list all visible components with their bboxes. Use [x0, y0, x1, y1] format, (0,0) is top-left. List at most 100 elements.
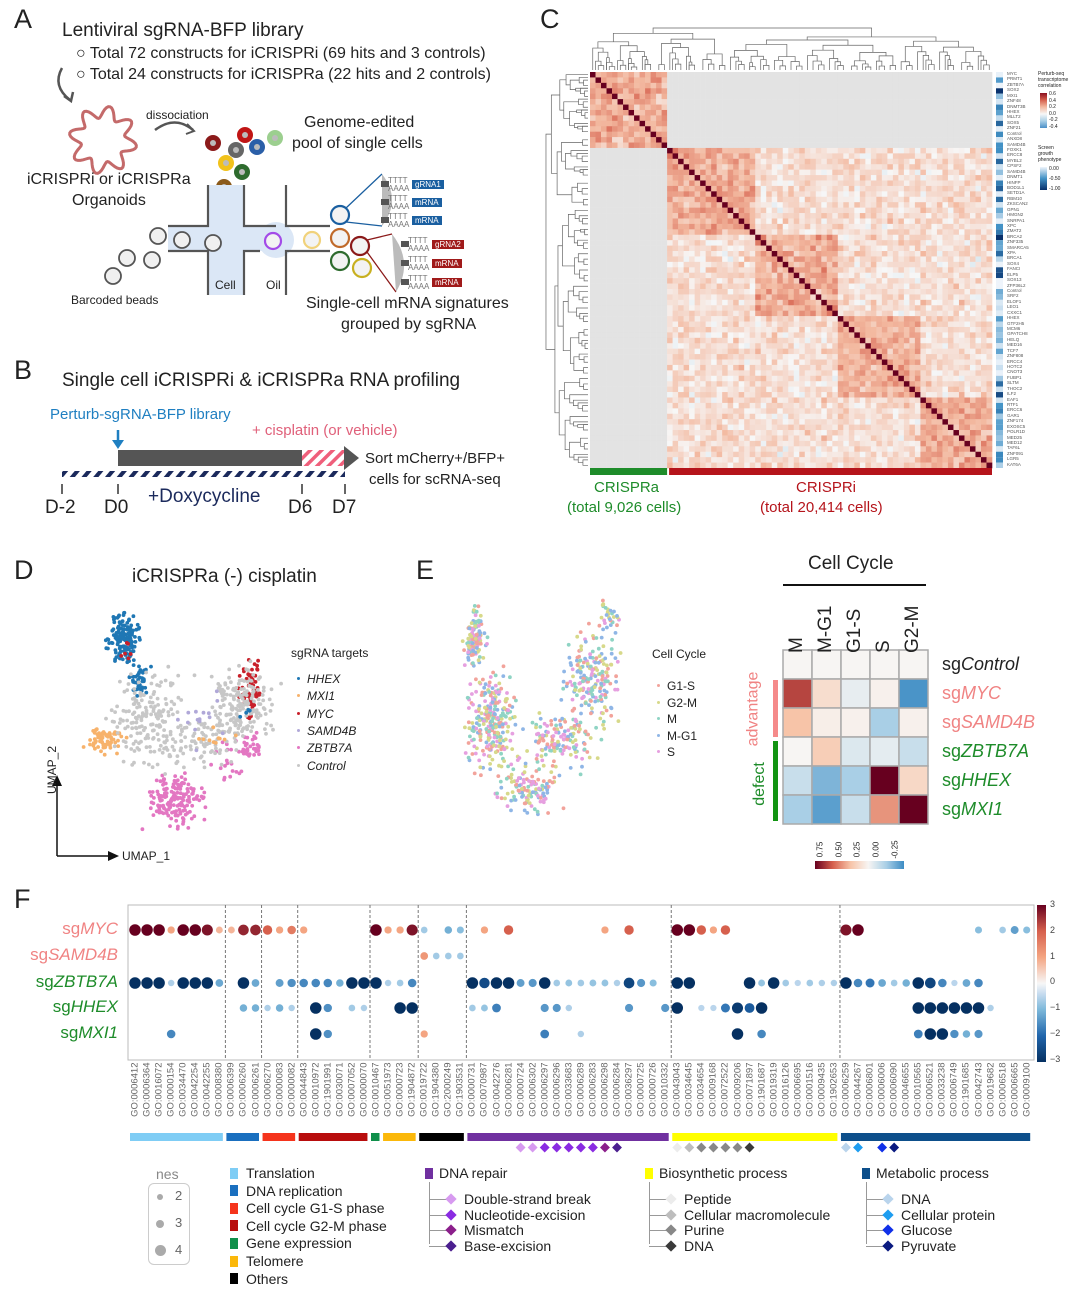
heatmap-cell: [876, 419, 883, 425]
heatmap-cell: [837, 126, 844, 132]
heatmap-cell: [980, 240, 987, 246]
heatmap-cell: [612, 147, 618, 154]
heatmap-cell: [969, 386, 976, 393]
heatmap-cell: [711, 359, 717, 366]
heatmap-cell: [975, 153, 982, 160]
heatmap-cell: [975, 343, 982, 349]
heatmap-cell: [727, 142, 734, 149]
heatmap-cell: [744, 288, 750, 295]
heatmap-cell: [694, 261, 701, 268]
heatmap-cell: [617, 109, 624, 116]
heatmap-cell: [810, 229, 817, 236]
heatmap-cell: [799, 321, 806, 328]
heatmap-cell: [601, 229, 607, 236]
heatmap-cell: [694, 99, 701, 105]
heatmap-cell: [947, 299, 954, 306]
heatmap-cell: [859, 381, 866, 387]
heatmap-cell: [700, 218, 706, 225]
heatmap-cell: [595, 408, 602, 415]
heatmap-cell: [722, 348, 728, 355]
heatmap-cell: [711, 294, 717, 301]
heatmap-cell: [590, 278, 596, 284]
heatmap-cell: [634, 305, 640, 311]
heatmap-cell: [843, 316, 850, 322]
heatmap-cell: [854, 408, 861, 415]
heatmap-cell: [623, 278, 629, 284]
heatmap-cell: [898, 386, 905, 393]
heatmap-cell: [656, 77, 662, 84]
heatmap-cell: [788, 310, 795, 317]
heatmap-cell: [716, 88, 723, 94]
heatmap-cell: [876, 332, 883, 339]
heatmap-cell: [705, 99, 712, 105]
heatmap-cell: [749, 278, 756, 284]
heatmap-cell: [909, 169, 916, 176]
heatmap-cell: [755, 234, 762, 241]
heatmap-cell: [656, 180, 662, 187]
heatmap-cell: [931, 164, 938, 170]
heatmap-cell: [650, 354, 657, 360]
heatmap-cell: [722, 288, 728, 295]
heatmap-cell: [793, 272, 800, 279]
heatmap-cell: [799, 354, 806, 360]
heatmap-cell: [755, 408, 762, 415]
heatmap-cell: [832, 109, 839, 116]
heatmap-cell: [601, 131, 607, 138]
heatmap-cell: [936, 223, 943, 230]
heatmap-cell: [689, 337, 695, 344]
heatmap-cell: [804, 234, 811, 241]
heatmap-cell: [887, 185, 894, 192]
heatmap-cell: [623, 267, 629, 274]
heatmap-cell: [832, 348, 839, 355]
heatmap-cell: [601, 191, 607, 198]
heatmap-cell: [755, 120, 762, 127]
heatmap-cell: [601, 283, 607, 290]
heatmap-cell: [755, 288, 762, 295]
heatmap-cell: [881, 207, 888, 214]
heatmap-cell: [832, 354, 839, 360]
heatmap-cell: [881, 424, 888, 431]
heatmap-cell: [832, 402, 839, 409]
heatmap-cell: [601, 153, 607, 160]
heatmap-cell: [903, 147, 910, 154]
heatmap-cell: [936, 392, 943, 398]
heatmap-cell: [590, 72, 596, 78]
heatmap-cell: [667, 326, 673, 333]
heatmap-cell: [738, 278, 745, 284]
heatmap-cell: [848, 354, 855, 360]
heatmap-cell: [854, 245, 861, 252]
heatmap-cell: [810, 147, 817, 154]
heatmap-cell: [843, 180, 850, 187]
heatmap-cell: [645, 115, 651, 122]
heatmap-cell: [617, 326, 624, 333]
heatmap-cell: [612, 326, 618, 333]
heatmap-cell: [848, 343, 855, 349]
heatmap-cell: [667, 343, 673, 349]
heatmap-cell: [601, 435, 607, 442]
heatmap-cell: [782, 375, 789, 382]
heatmap-cell: [909, 131, 916, 138]
heatmap-cell: [678, 72, 684, 78]
heatmap-cell: [623, 419, 629, 425]
heatmap-cell: [986, 299, 993, 306]
heatmap-cell: [694, 408, 701, 415]
heatmap-cell: [749, 104, 756, 111]
heatmap-cell: [672, 185, 679, 192]
heatmap-cell: [986, 180, 993, 187]
heatmap-cell: [931, 169, 938, 176]
heatmap-cell: [892, 348, 899, 355]
heatmap-cell: [601, 310, 607, 317]
heatmap-cell: [788, 337, 795, 344]
heatmap-cell: [667, 321, 673, 328]
heatmap-cell: [975, 82, 982, 89]
heatmap-cell: [821, 332, 828, 339]
heatmap-cell: [766, 213, 773, 219]
heatmap-cell: [826, 272, 833, 279]
heatmap-cell: [766, 359, 773, 366]
heatmap-cell: [903, 223, 910, 230]
heatmap-cell: [793, 82, 800, 89]
heatmap-cell: [689, 153, 695, 160]
heatmap-cell: [947, 272, 954, 279]
heatmap-cell: [887, 175, 894, 181]
heatmap-cell: [848, 386, 855, 393]
